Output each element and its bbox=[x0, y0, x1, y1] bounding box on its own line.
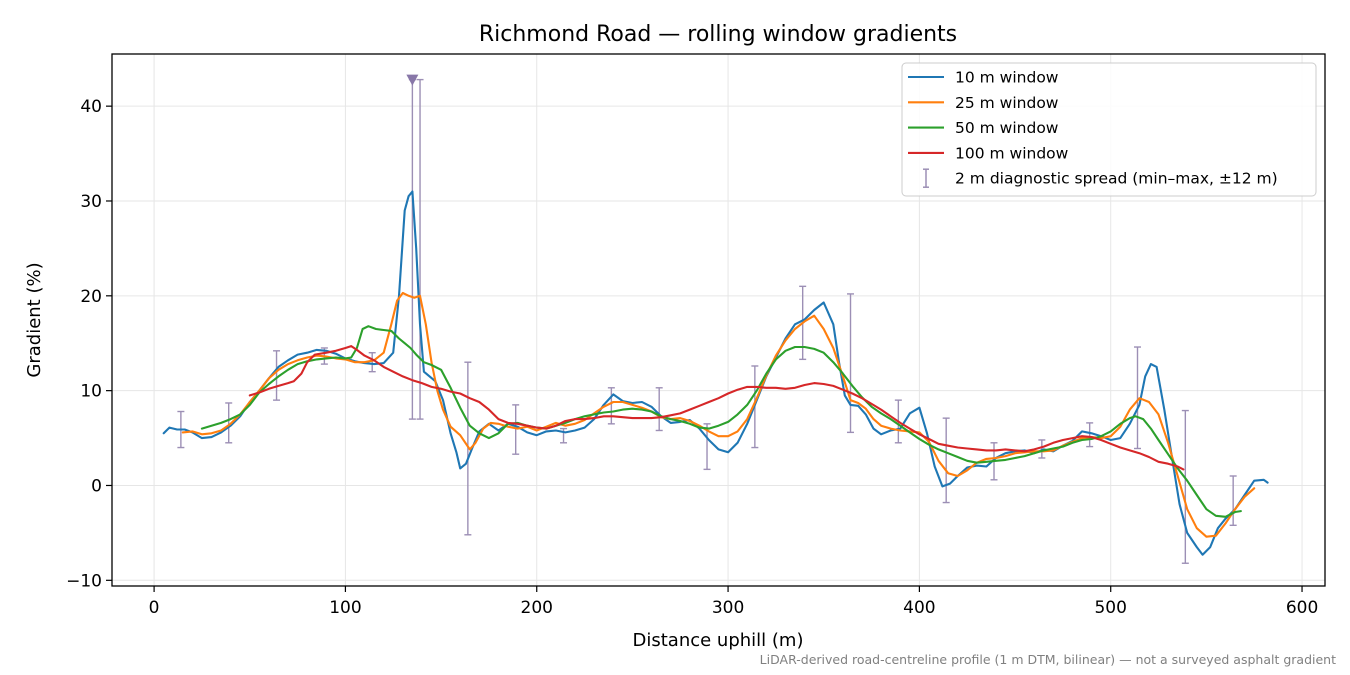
footnote: LiDAR-derived road-centreline profile (1… bbox=[759, 652, 1336, 667]
legend-label: 10 m window bbox=[955, 69, 1059, 87]
errorbar bbox=[1181, 409, 1189, 564]
y-tick-label: 10 bbox=[80, 382, 102, 402]
legend-label: 50 m window bbox=[955, 119, 1059, 137]
errorbar bbox=[847, 293, 855, 434]
series-line-3 bbox=[200, 325, 1242, 518]
x-axis-label: Distance uphill (m) bbox=[633, 630, 804, 651]
legend-item: 100 m window bbox=[908, 144, 1069, 162]
legend-frame bbox=[901, 62, 1317, 197]
legend-label: 100 m window bbox=[955, 144, 1069, 162]
errorbar bbox=[560, 427, 568, 444]
errorbar bbox=[655, 387, 663, 432]
legend-label: 2 m diagnostic spread (min–max, ±12 m) bbox=[955, 170, 1278, 188]
y-tick-label: −10 bbox=[66, 571, 102, 591]
x-tick-label: 0 bbox=[149, 598, 160, 618]
chart-title: Richmond Road — rolling window gradients bbox=[479, 22, 957, 47]
errorbar bbox=[1134, 346, 1142, 450]
series-line-1 bbox=[162, 190, 1269, 556]
line-series bbox=[162, 190, 1269, 556]
x-tick-label: 500 bbox=[1094, 598, 1126, 618]
legend-label: 25 m window bbox=[955, 94, 1059, 112]
axes: 0 100 200 300 400 500 600 −10 0 10 20 30 40 bbox=[66, 97, 1318, 618]
y-tick-label: 40 bbox=[80, 97, 102, 117]
x-tick-label: 200 bbox=[521, 598, 553, 618]
y-tick-label: 20 bbox=[80, 287, 102, 307]
errorbar bbox=[1086, 422, 1094, 448]
errorbar bbox=[1229, 475, 1237, 527]
x-tick-label: 600 bbox=[1286, 598, 1318, 618]
clipped-value-marker bbox=[406, 74, 419, 86]
legend: 10 m window 25 m window 50 m window 100 m w… bbox=[901, 62, 1317, 197]
plot-frame bbox=[111, 53, 1326, 587]
errorbar bbox=[1038, 439, 1046, 459]
legend-item: 2 m diagnostic spread (min–max, ±12 m) bbox=[923, 168, 1278, 188]
errorbar bbox=[942, 417, 950, 504]
legend-item: 10 m window bbox=[908, 69, 1059, 87]
x-tick-label: 300 bbox=[712, 598, 744, 618]
legend-item: 50 m window bbox=[908, 119, 1059, 137]
errorbar bbox=[607, 387, 615, 425]
series-line-2 bbox=[181, 291, 1256, 538]
y-tick-label: 0 bbox=[91, 476, 102, 496]
x-tick-label: 100 bbox=[329, 598, 361, 618]
errorbar bbox=[464, 361, 472, 536]
y-tick-label: 30 bbox=[80, 192, 102, 212]
series-line-4 bbox=[248, 345, 1185, 471]
x-tick-label: 400 bbox=[903, 598, 935, 618]
errorbar bbox=[416, 78, 424, 420]
marker-layer bbox=[406, 74, 419, 86]
errorbar bbox=[225, 402, 233, 444]
errorbar bbox=[512, 404, 520, 455]
errorbar bbox=[368, 352, 376, 373]
errorbar bbox=[408, 78, 416, 420]
errorbar bbox=[273, 350, 281, 401]
y-axis-label: Gradient (%) bbox=[24, 262, 45, 377]
legend-item: 25 m window bbox=[908, 94, 1059, 112]
